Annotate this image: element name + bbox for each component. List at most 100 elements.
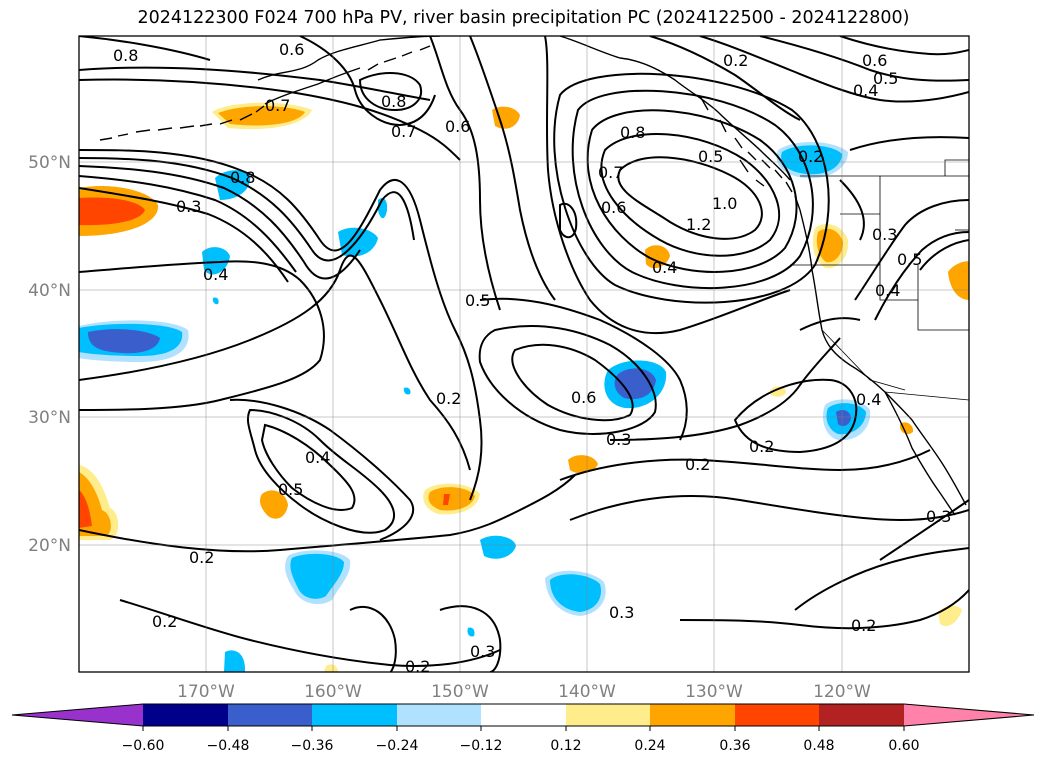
pv-contour [358,72,423,112]
precip-patch [836,410,851,426]
contour-label: 0.5 [698,147,723,166]
pv-contour [649,36,801,121]
pv-contour [699,36,969,103]
colorbar-tick-label: 0.12 [550,738,581,754]
pv-contour [879,499,969,561]
pv-contour [511,343,634,422]
contour-label: 0.2 [436,389,461,408]
contour-label: 0.8 [113,46,138,65]
pv-contour [246,408,395,534]
contour-label: 0.3 [606,430,631,449]
pv-contour [571,89,814,290]
lon-label: 140°W [558,682,616,702]
state-border [917,265,969,331]
gulf-of-alaska-coast [559,36,791,181]
pv-contour [229,398,415,541]
alaska-coast [257,36,441,81]
precip-patch [568,455,598,474]
precip-patch [202,247,230,275]
lon-label: 150°W [431,682,489,702]
precip-patch [260,490,288,519]
pv-contour [733,378,858,454]
lon-label: 160°W [304,682,362,702]
pv-contour [429,36,501,311]
contour-label: 0.4 [652,258,677,277]
precip-patch [290,553,344,599]
pv-contour [854,199,969,301]
pv-contour [299,36,436,127]
state-border [879,265,918,301]
pv-contour [79,149,483,501]
map-title: 2024122300 F024 700 hPa PV, river basin … [137,8,910,28]
precip-anomaly-shading [79,102,969,672]
contour-label: 0.3 [609,603,634,622]
pv-contour [679,589,969,630]
precip-patch [550,574,602,612]
colorbar-bin [819,704,904,726]
pv-contour [469,36,556,301]
contour-label: 1.2 [686,215,711,234]
precip-patch [492,106,520,129]
colorbar-bin [735,704,819,726]
pv-contour [544,36,791,335]
alaska-peninsula [264,45,431,105]
contour-label: 1.0 [712,194,737,213]
contour-label: 0.5 [873,69,898,88]
lon-label: 170°W [177,682,235,702]
contour-label: 0.8 [230,168,255,187]
precip-patch [428,487,475,511]
lat-label: 40°N [28,281,71,301]
precip-patch [770,386,786,397]
contour-label: 0.6 [445,117,470,136]
pv-contour [79,157,415,262]
baja-california [884,391,956,516]
pv-contour [349,605,397,672]
precip-patch [212,297,219,305]
precip-patch [79,490,92,528]
precip-patch [79,197,145,226]
colorbar-bin [143,704,228,726]
pv-contour [79,254,471,471]
contour-label: 0.6 [601,198,626,217]
contour-label: 0.2 [798,147,823,166]
graticule [79,36,969,672]
precip-patch [645,245,670,269]
colorbar-tick-label: −0.60 [122,738,165,754]
contour-label: 0.3 [926,507,951,526]
pv-contour [919,239,969,271]
contour-label: 0.6 [862,51,887,70]
colorbar-tick-label: −0.12 [460,738,503,754]
precip-patch [480,535,516,559]
pv-contour [617,156,763,240]
contour-label: 0.7 [265,96,290,115]
pv-contour [609,337,841,441]
colorbar-bin [312,704,397,726]
contour-label: 0.4 [875,281,900,300]
colorbar-tick-label: −0.24 [376,738,419,754]
precip-patch [224,650,246,672]
contour-label: 0.6 [571,388,596,407]
precip-patch [324,664,338,672]
latitude-labels: 50°N 40°N 30°N 20°N [28,153,71,556]
contour-label: 0.4 [203,265,228,284]
contour-label: 0.4 [853,81,878,100]
precip-patch [900,422,914,435]
pv-contour [79,260,325,411]
pv-contour [79,474,576,553]
colorbar-bin [228,704,312,726]
colorbar-extend-low [12,704,143,726]
colorbar-tick-label: 0.48 [803,738,834,754]
borders [790,159,969,401]
us-mexico-border [884,391,969,401]
pv-contour [559,202,578,239]
longitude-labels: 170°W 160°W 150°W 140°W 130°W 120°W [177,682,871,702]
state-border [944,159,969,176]
precip-patch [403,387,411,395]
contour-label: 0.8 [381,92,406,111]
pv-contour [569,495,969,522]
pv-contour [794,547,969,611]
pv-contour [479,297,688,441]
contour-label: 0.2 [723,51,748,70]
pv-contour [839,36,969,56]
pv-contour [478,324,657,435]
